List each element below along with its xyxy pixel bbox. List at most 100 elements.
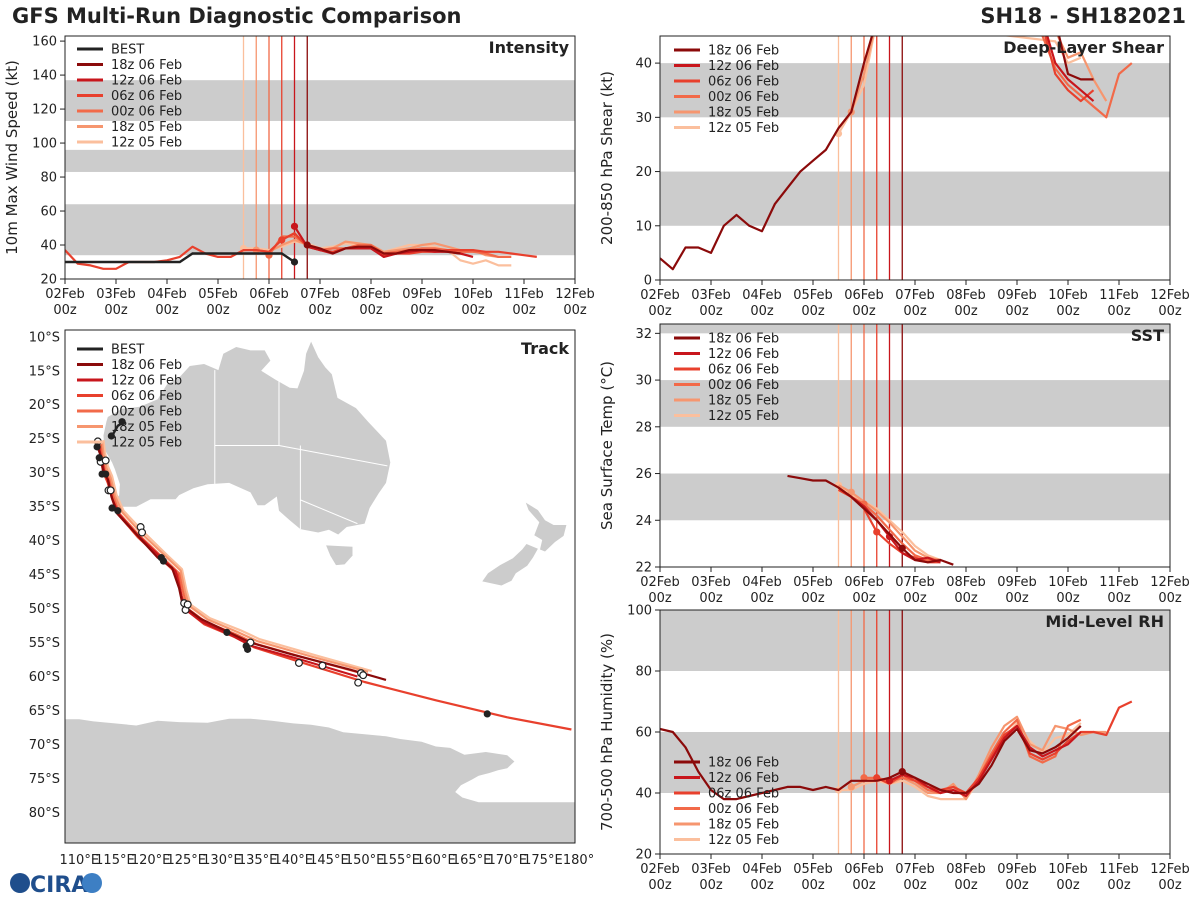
- shade-band-1: [660, 610, 1170, 671]
- x-tick-label: 09Feb: [997, 862, 1037, 877]
- panel-intensity: 2040608010012014016002Feb00z03Feb00z04Fe…: [3, 35, 595, 318]
- lon-tick-label: 120°E: [131, 853, 171, 868]
- lon-tick-label: 125°E: [166, 853, 206, 868]
- x-tick-label: 00z: [206, 303, 230, 318]
- track-marker-open: [294, 658, 303, 667]
- lat-tick-label: 65°S: [29, 704, 60, 719]
- shade-band-0: [65, 204, 575, 256]
- lat-tick-label: 10°S: [29, 330, 60, 345]
- y-tick-label: 26: [635, 467, 652, 482]
- legend-label: 12z 05 Feb: [708, 833, 779, 848]
- x-tick-label: 00z: [801, 591, 825, 606]
- series-line-12z-06-Feb: [1046, 36, 1095, 102]
- x-tick-label: 12Feb: [1150, 288, 1190, 303]
- legend-label: BEST: [111, 43, 144, 58]
- lon-tick-label: 145°E: [309, 853, 349, 868]
- panel-title: Intensity: [489, 38, 570, 57]
- x-tick-label: 06Feb: [844, 862, 884, 877]
- lat-tick-label: 20°S: [29, 398, 60, 413]
- legend-label: 12z 06 Feb: [708, 771, 779, 786]
- x-tick-label: 00z: [1107, 304, 1131, 319]
- page-title: GFS Multi-Run Diagnostic Comparison: [12, 4, 462, 28]
- x-tick-label: 06Feb: [249, 287, 289, 302]
- track-marker-filled: [223, 628, 231, 636]
- legend-label: 18z 05 Feb: [111, 120, 182, 135]
- x-tick-label: 04Feb: [147, 287, 187, 302]
- lon-tick-label: 135°E: [238, 853, 278, 868]
- lon-tick-label: 110°E: [60, 853, 100, 868]
- lat-tick-label: 80°S: [29, 806, 60, 821]
- x-tick-label: 00z: [257, 303, 281, 318]
- nz-south-island: [482, 544, 538, 586]
- track-marker-open: [354, 678, 363, 687]
- y-axis-label: 200-850 hPa Shear (kt): [598, 71, 616, 245]
- x-tick-label: 00z: [1056, 304, 1080, 319]
- lon-tick-label: 170°E: [487, 853, 527, 868]
- shade-band-0: [660, 473, 1170, 521]
- x-tick-label: 09Feb: [997, 575, 1037, 590]
- y-tick-label: 32: [635, 327, 652, 342]
- track-marker-open: [183, 600, 192, 609]
- series-line-18z-05-Feb: [837, 484, 941, 562]
- track-marker-filled: [159, 557, 168, 565]
- x-tick-label: 11Feb: [1099, 862, 1139, 877]
- x-tick-label: 00z: [461, 303, 485, 318]
- legend-label: 12z 05 Feb: [111, 136, 182, 151]
- x-tick-label: 00z: [1107, 591, 1131, 606]
- lat-tick-label: 55°S: [29, 636, 60, 651]
- x-tick-label: 00z: [954, 878, 978, 893]
- y-tick-label: 80: [635, 665, 652, 680]
- lon-tick-label: 140°E: [273, 853, 313, 868]
- track-marker-filled: [244, 645, 252, 653]
- lon-tick-label: 175°E: [523, 853, 563, 868]
- state-borders: [214, 370, 388, 530]
- x-tick-label: 00z: [750, 878, 774, 893]
- lon-tick-label: 115°E: [95, 853, 135, 868]
- y-tick-label: 28: [635, 420, 652, 435]
- legend-label: 00z 06 Feb: [111, 405, 182, 420]
- x-tick-label: 00z: [903, 304, 927, 319]
- x-tick-label: 00z: [308, 303, 332, 318]
- legend-label: 18z 05 Feb: [708, 394, 779, 409]
- shade-band-1: [660, 380, 1170, 427]
- x-tick-label: 00z: [410, 303, 434, 318]
- best-track-line: [65, 252, 296, 264]
- lon-tick-label: 155°E: [380, 853, 420, 868]
- panel-title: Deep-Layer Shear: [1003, 38, 1164, 57]
- panel-shear: 01020304002Feb00z03Feb00z04Feb00z05Feb00…: [598, 35, 1190, 319]
- y-tick-label: 140: [32, 69, 57, 84]
- x-tick-label: 00z: [1158, 878, 1182, 893]
- lat-tick-label: 75°S: [29, 772, 60, 787]
- panel-title: Mid-Level RH: [1045, 612, 1164, 631]
- x-tick-label: 00z: [563, 303, 587, 318]
- x-tick-label: 04Feb: [742, 288, 782, 303]
- y-axis-label: Sea Surface Temp (°C): [598, 361, 616, 530]
- legend-label: 18z 05 Feb: [708, 106, 779, 121]
- init-point-06z-06-Feb: [278, 236, 286, 244]
- x-tick-label: 12Feb: [1150, 862, 1190, 877]
- y-tick-label: 30: [635, 111, 652, 126]
- x-tick-label: 00z: [512, 303, 536, 318]
- shade-band-1: [660, 63, 1170, 118]
- x-tick-label: 10Feb: [1048, 288, 1088, 303]
- globe-icon: [10, 873, 30, 893]
- x-tick-label: 07Feb: [300, 287, 340, 302]
- init-point-18z-05-Feb: [847, 488, 855, 496]
- x-tick-label: 08Feb: [946, 575, 986, 590]
- y-tick-label: 160: [32, 35, 57, 50]
- track-marker-open: [359, 671, 368, 680]
- x-tick-label: 02Feb: [640, 288, 680, 303]
- legend-label: 06z 06 Feb: [708, 787, 779, 802]
- series-line-06z-06-Feb: [876, 700, 1133, 795]
- init-point-18z-06-Feb: [898, 544, 906, 552]
- swirl-icon: [82, 873, 102, 893]
- legend-label: 06z 06 Feb: [111, 89, 182, 104]
- x-tick-label: 02Feb: [640, 575, 680, 590]
- y-tick-label: 20: [635, 165, 652, 180]
- legend-label: 12z 06 Feb: [708, 347, 779, 362]
- x-tick-label: 00z: [903, 591, 927, 606]
- x-tick-label: 10Feb: [1048, 575, 1088, 590]
- x-tick-label: 00z: [852, 591, 876, 606]
- legend-label: 06z 06 Feb: [708, 363, 779, 378]
- shade-band-2: [65, 80, 575, 121]
